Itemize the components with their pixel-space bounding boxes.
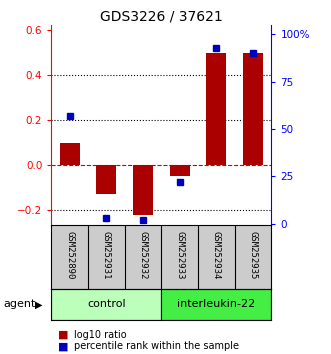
Bar (51, 289, 162, 320)
Text: ▶: ▶ (35, 299, 43, 309)
Text: GSM252935: GSM252935 (249, 231, 258, 280)
Bar (60, 143, 80, 165)
Text: ■: ■ (58, 330, 69, 339)
Title: GDS3226 / 37621: GDS3226 / 37621 (100, 10, 223, 24)
Text: ■: ■ (58, 341, 69, 351)
Bar (162, 289, 271, 320)
Text: GSM252934: GSM252934 (212, 231, 221, 280)
Text: percentile rank within the sample: percentile rank within the sample (74, 341, 239, 351)
Text: interleukin-22: interleukin-22 (177, 299, 256, 309)
Bar (243, 53, 263, 165)
Text: GSM252932: GSM252932 (138, 231, 148, 280)
Text: GSM252890: GSM252890 (65, 231, 74, 280)
Text: GSM252933: GSM252933 (175, 231, 184, 280)
Bar (169, 165, 190, 177)
Text: control: control (87, 299, 126, 309)
Bar (206, 53, 226, 165)
Bar (96, 165, 117, 194)
Text: log10 ratio: log10 ratio (74, 330, 127, 339)
Text: agent: agent (3, 299, 36, 309)
Bar (133, 165, 153, 215)
Text: GSM252931: GSM252931 (102, 231, 111, 280)
